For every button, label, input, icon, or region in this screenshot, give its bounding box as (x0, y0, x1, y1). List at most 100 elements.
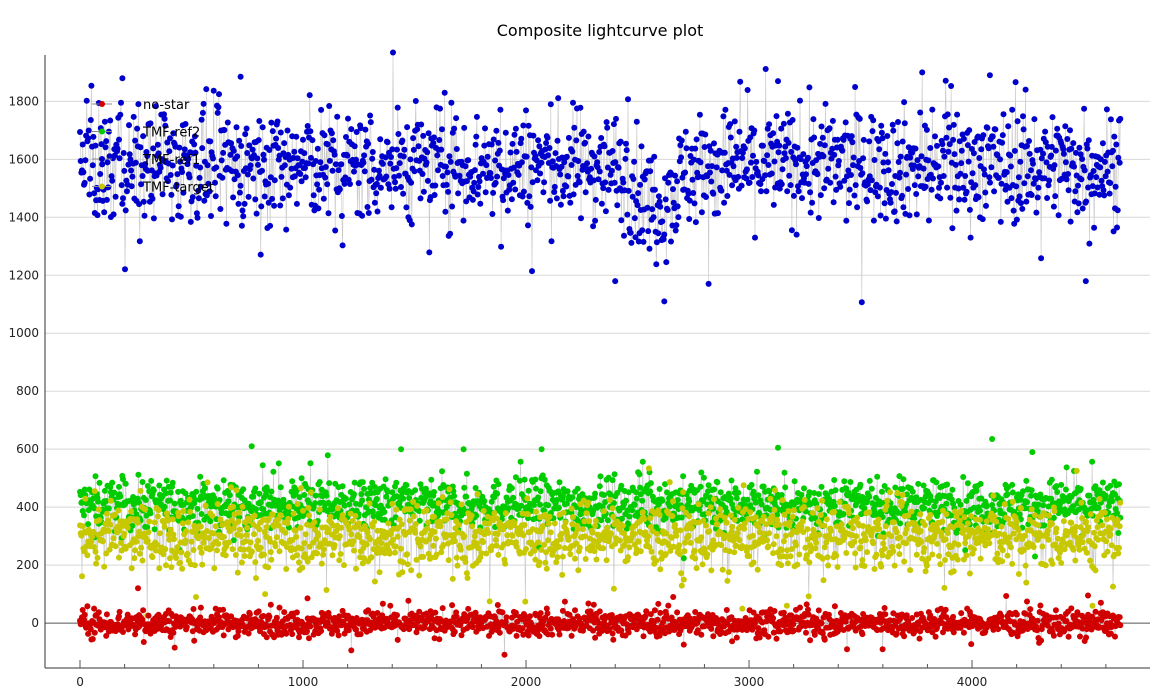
data-point (260, 613, 267, 619)
data-point (80, 169, 87, 176)
data-point (841, 478, 848, 485)
data-point (228, 484, 235, 491)
data-point (887, 489, 893, 496)
data-point (963, 552, 970, 559)
data-point (1097, 599, 1104, 606)
data-point (255, 537, 261, 544)
data-point (223, 220, 230, 227)
data-point (909, 488, 916, 495)
data-point (431, 635, 438, 642)
data-point (1115, 530, 1122, 536)
data-point (117, 111, 124, 118)
data-point (543, 549, 550, 556)
data-point (271, 523, 278, 530)
data-point (230, 537, 237, 544)
data-point (641, 516, 648, 523)
data-point (79, 523, 86, 530)
data-point (1009, 489, 1016, 496)
data-point (494, 490, 501, 497)
data-point (821, 544, 828, 551)
data-point (803, 601, 810, 608)
data-point (455, 521, 462, 528)
data-point (833, 552, 840, 559)
data-point (989, 502, 996, 508)
data-point (948, 512, 955, 519)
data-point (993, 518, 1000, 525)
data-point (167, 172, 174, 178)
data-point (454, 562, 461, 569)
data-point (115, 507, 122, 514)
data-point (480, 508, 487, 514)
data-point (481, 498, 488, 504)
data-point (394, 533, 401, 540)
data-point (546, 513, 553, 520)
data-point (821, 522, 828, 529)
data-point (261, 529, 268, 535)
data-point (871, 566, 878, 572)
data-point (733, 495, 740, 502)
data-point (244, 524, 251, 531)
data-point (261, 156, 267, 163)
data-point (897, 520, 904, 527)
data-point (637, 484, 644, 491)
data-point (706, 528, 713, 535)
data-point (96, 517, 103, 524)
data-point (97, 171, 104, 177)
data-point (760, 483, 767, 490)
data-point (218, 157, 225, 164)
data-point (234, 153, 241, 160)
data-point (256, 526, 263, 533)
data-point (463, 470, 470, 477)
data-point (1009, 498, 1016, 505)
data-point (639, 497, 646, 504)
data-point (878, 563, 885, 570)
data-point (160, 551, 167, 558)
data-point (95, 609, 102, 616)
data-point (220, 477, 227, 484)
data-point (802, 544, 809, 551)
data-point (207, 518, 214, 525)
data-point (553, 559, 560, 566)
data-point (231, 511, 238, 518)
data-point (596, 608, 603, 615)
data-point (92, 548, 99, 555)
data-point (124, 611, 131, 618)
data-point (511, 519, 518, 526)
data-point (682, 539, 689, 546)
data-point (293, 552, 300, 559)
data-point (87, 117, 94, 123)
data-point (999, 558, 1006, 565)
data-point (238, 559, 245, 566)
data-point (645, 465, 652, 472)
data-point (431, 489, 437, 495)
data-point (656, 486, 663, 492)
data-point (233, 124, 240, 131)
data-point (1107, 531, 1114, 538)
data-point (166, 618, 173, 625)
data-point (945, 551, 952, 558)
data-point (1013, 518, 1020, 525)
data-point (367, 485, 374, 492)
data-point (373, 496, 380, 502)
data-point (416, 572, 423, 579)
data-point (557, 536, 564, 543)
data-point (263, 524, 270, 530)
data-point (672, 521, 679, 528)
data-point (249, 146, 256, 153)
series-TMF-target (77, 465, 1124, 624)
data-point (580, 497, 587, 504)
data-point (122, 207, 129, 214)
data-point (301, 492, 308, 498)
data-point (144, 524, 151, 531)
data-point (376, 569, 383, 576)
data-point (124, 188, 130, 195)
data-point (990, 492, 997, 499)
data-point (472, 485, 479, 491)
data-point (788, 546, 795, 552)
data-point (533, 485, 539, 492)
data-point (657, 609, 664, 616)
data-point (804, 526, 811, 533)
data-point (991, 513, 998, 520)
connector-line-TMF-ref1 (79, 52, 1121, 303)
data-point (525, 511, 531, 518)
